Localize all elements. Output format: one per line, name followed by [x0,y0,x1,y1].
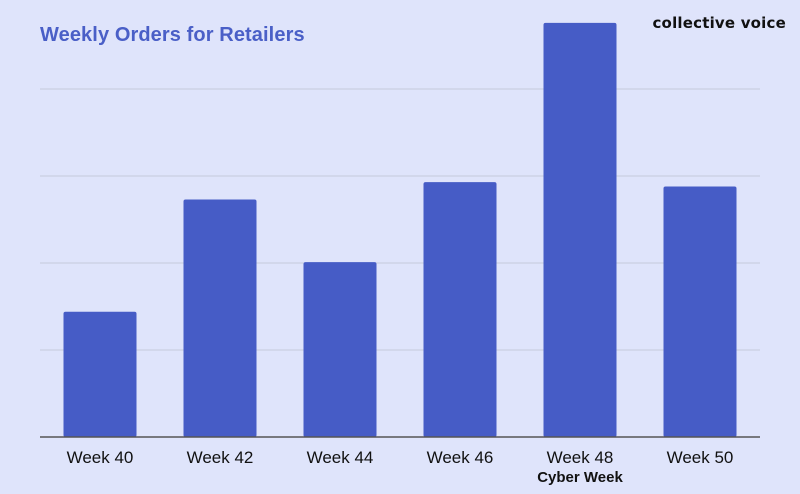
bar-week-42 [183,199,257,437]
x-tick-label: Week 50 [667,448,734,467]
x-tick-label: Week 48 [547,448,614,467]
bar-week-40 [63,311,137,437]
bar-week-50 [663,186,737,437]
bar-week-48 [543,22,617,437]
x-tick-label: Week 40 [67,448,134,467]
x-tick-label: Week 46 [427,448,494,467]
annotation-label: Cyber Week [537,469,623,486]
x-tick-label: Week 44 [307,448,374,467]
x-tick-label: Week 42 [187,448,254,467]
chart-title: Weekly Orders for Retailers [40,24,305,46]
bar-week-46 [423,182,497,437]
brand-logo: collective voice [652,14,786,32]
bar-week-44 [303,262,377,437]
